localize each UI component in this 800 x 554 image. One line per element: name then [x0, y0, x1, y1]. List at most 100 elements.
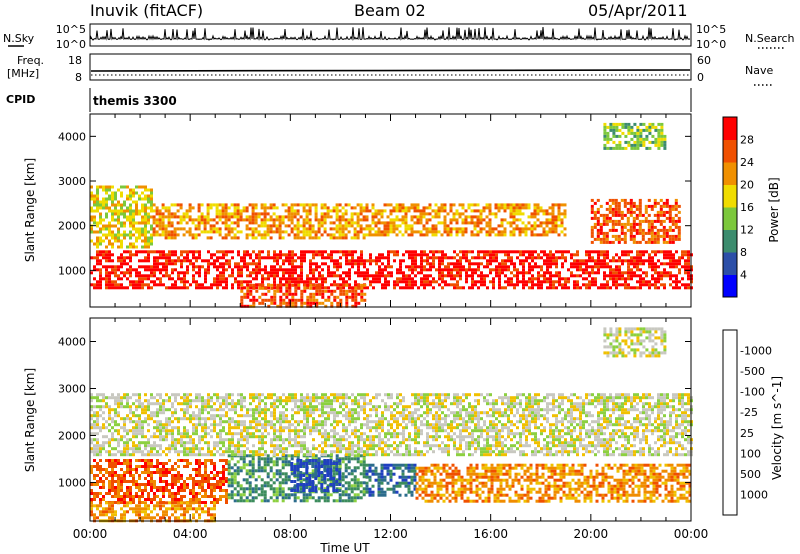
- heatmap-cell: [120, 477, 123, 480]
- heatmap-cell: [656, 228, 660, 232]
- heatmap-cell: [495, 259, 498, 263]
- heatmap-cell: [551, 227, 555, 231]
- heatmap-cell: [335, 454, 339, 458]
- heatmap-cell: [129, 250, 132, 254]
- heatmap-cell: [389, 463, 393, 467]
- heatmap-cell: [657, 250, 660, 254]
- heatmap-cell: [421, 496, 425, 500]
- heatmap-cell: [593, 237, 597, 241]
- heatmap-cell: [96, 206, 99, 210]
- heatmap-cell: [284, 454, 288, 458]
- heatmap-cell: [614, 228, 618, 232]
- heatmap-cell: [179, 227, 183, 231]
- heatmap-cell: [357, 256, 360, 260]
- heatmap-cell: [435, 256, 438, 260]
- heatmap-cell: [549, 271, 552, 275]
- heatmap-cell: [555, 256, 558, 260]
- heatmap-cell: [444, 268, 447, 272]
- date-title: 05/Apr/2011: [588, 1, 688, 20]
- heatmap-cell: [432, 280, 435, 284]
- heatmap-cell: [540, 256, 543, 260]
- heatmap-cell: [438, 271, 441, 275]
- heatmap-cell: [219, 486, 222, 489]
- heatmap-cell: [659, 234, 663, 238]
- heatmap-cell: [135, 209, 138, 213]
- heatmap-cell: [294, 298, 298, 302]
- heatmap-cell: [546, 277, 549, 281]
- heatmap-cell: [452, 218, 456, 222]
- heatmap-cell: [141, 215, 144, 219]
- heatmap-cell: [374, 221, 378, 225]
- heatmap-cell: [671, 240, 675, 244]
- heatmap-cell: [489, 268, 492, 272]
- heatmap-cell: [236, 484, 240, 488]
- heatmap-cell: [120, 185, 123, 189]
- heatmap-cell: [320, 481, 324, 485]
- heatmap-cell: [404, 218, 408, 222]
- heatmap-cell: [377, 493, 381, 497]
- heatmap-cell: [335, 483, 339, 486]
- heatmap-cell: [275, 499, 279, 503]
- heatmap-cell: [460, 484, 464, 488]
- heatmap-cell: [410, 227, 414, 231]
- heatmap-cell: [492, 280, 495, 284]
- heatmap-cell: [273, 301, 277, 305]
- heatmap-cell: [438, 262, 441, 266]
- heatmap-cell: [216, 474, 219, 477]
- heatmap-cell: [185, 212, 189, 216]
- heatmap-cell: [411, 283, 414, 287]
- heatmap-cell: [111, 474, 114, 477]
- heatmap-cell: [341, 227, 345, 231]
- heatmap-cell: [305, 221, 309, 225]
- heatmap-cell: [543, 250, 546, 254]
- heatmap-cell: [288, 301, 292, 305]
- heatmap-cell: [209, 203, 213, 207]
- heatmap-cell: [612, 128, 616, 132]
- heatmap-cell: [138, 277, 141, 281]
- heatmap-cell: [155, 224, 159, 228]
- heatmap-cell: [502, 499, 506, 503]
- heatmap-cell: [288, 283, 292, 287]
- heatmap-cell: [189, 462, 192, 465]
- heatmap-cell: [305, 477, 309, 480]
- heatmap-cell: [330, 289, 334, 293]
- heatmap-cell: [293, 212, 297, 216]
- heatmap-cell: [182, 215, 186, 219]
- heatmap-cell: [212, 218, 216, 222]
- heatmap-cell: [392, 206, 396, 210]
- heatmap-cell: [258, 283, 262, 287]
- heatmap-cell: [621, 271, 624, 275]
- heatmap-cell: [183, 286, 186, 290]
- heatmap-cell: [234, 277, 237, 281]
- heatmap-cell: [651, 122, 655, 126]
- heatmap-cell: [669, 250, 672, 254]
- heatmap-cell: [374, 215, 378, 219]
- heatmap-cell: [321, 286, 324, 290]
- heatmap-cell: [630, 274, 633, 278]
- heatmap-cell: [102, 277, 105, 281]
- heatmap-cell: [282, 262, 285, 266]
- heatmap-cell: [111, 230, 114, 234]
- heatmap-cell: [555, 250, 558, 254]
- heatmap-cell: [138, 212, 141, 216]
- heatmap-cell: [201, 477, 204, 480]
- heatmap-cell: [306, 298, 310, 302]
- heatmap-cell: [111, 215, 114, 219]
- heatmap-cell: [293, 471, 297, 474]
- heatmap-cell: [488, 227, 492, 231]
- heatmap-cell: [436, 490, 440, 494]
- heatmap-cell: [233, 469, 237, 473]
- heatmap-cell: [436, 481, 440, 485]
- heatmap-cell: [662, 234, 666, 238]
- heatmap-cell: [219, 471, 222, 474]
- heatmap-cell: [320, 221, 324, 225]
- heatmap-cell: [386, 469, 390, 473]
- heatmap-cell: [641, 228, 645, 232]
- heatmap-cell: [99, 468, 102, 471]
- heatmap-cell: [293, 463, 297, 467]
- heatmap-cell: [657, 271, 660, 275]
- heatmap-cell: [191, 221, 195, 225]
- heatmap-cell: [509, 203, 513, 207]
- heatmap-cell: [183, 280, 186, 284]
- heatmap-cell: [419, 215, 423, 219]
